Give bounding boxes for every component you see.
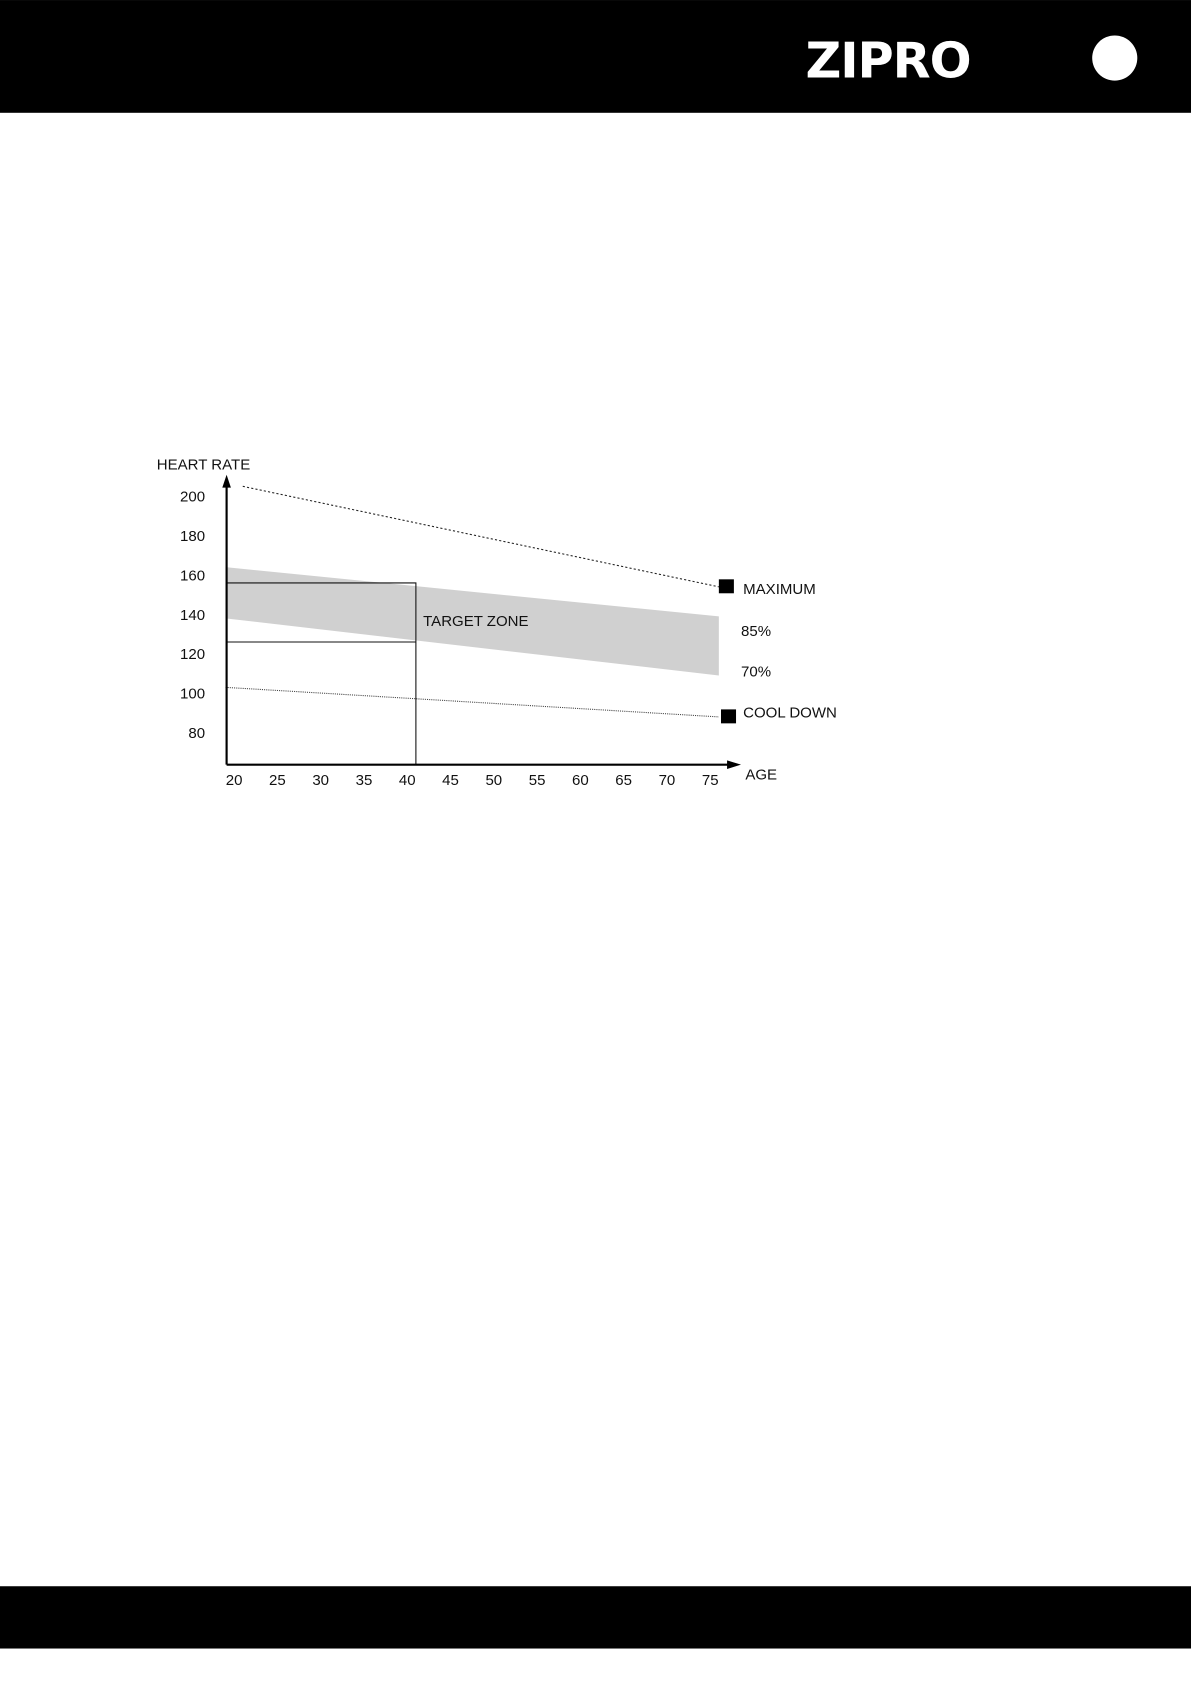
footer-bar bbox=[0, 1586, 1191, 1649]
label-85: 85% bbox=[741, 623, 771, 640]
maximum-marker bbox=[718, 579, 734, 594]
y-tick-label: 140 bbox=[180, 607, 205, 624]
y-tick-label: 180 bbox=[180, 528, 205, 545]
maximum-line bbox=[242, 485, 719, 588]
x-axis-label: AGE bbox=[745, 767, 777, 784]
y-tick-label: 160 bbox=[180, 567, 205, 584]
cool-down-line bbox=[225, 686, 719, 718]
y-tick-label: 80 bbox=[188, 725, 205, 742]
x-axis-arrow-icon bbox=[727, 760, 742, 769]
x-tick-label: 35 bbox=[356, 772, 373, 789]
y-tick-label: 200 bbox=[180, 489, 205, 506]
x-tick-label: 40 bbox=[399, 772, 416, 789]
x-tick-label: 55 bbox=[529, 772, 546, 789]
x-tick-label: 65 bbox=[615, 772, 632, 789]
header-bar bbox=[0, 0, 1191, 113]
maximum-label: MAXIMUM bbox=[743, 581, 816, 598]
cool-down-label: COOL DOWN bbox=[743, 704, 837, 721]
target-zone-band bbox=[225, 567, 719, 676]
x-tick-label: 75 bbox=[702, 772, 719, 789]
target-zone-label: TARGET ZONE bbox=[423, 613, 528, 630]
header-circle-icon bbox=[1092, 35, 1138, 81]
label-70: 70% bbox=[741, 664, 771, 681]
y-tick-label: 120 bbox=[180, 646, 205, 663]
example-age-box bbox=[226, 582, 417, 765]
x-tick-label: 25 bbox=[269, 772, 286, 789]
x-tick-label: 30 bbox=[312, 772, 329, 789]
x-tick-label: 70 bbox=[659, 772, 676, 789]
x-tick-label: 60 bbox=[572, 772, 589, 789]
x-tick-label: 20 bbox=[226, 772, 243, 789]
zipro-logo: ZIPRO bbox=[805, 31, 970, 89]
x-tick-label: 50 bbox=[485, 772, 502, 789]
x-tick-label: 45 bbox=[442, 772, 459, 789]
y-axis-label: HEART RATE bbox=[157, 456, 250, 473]
y-axis-arrow-icon bbox=[222, 474, 231, 488]
cool-down-marker bbox=[721, 709, 737, 724]
y-tick-label: 100 bbox=[180, 686, 205, 703]
heart-rate-chart: HEART RATE AGE 200 180 160 140 120 100 80 20 25… bbox=[157, 456, 837, 789]
